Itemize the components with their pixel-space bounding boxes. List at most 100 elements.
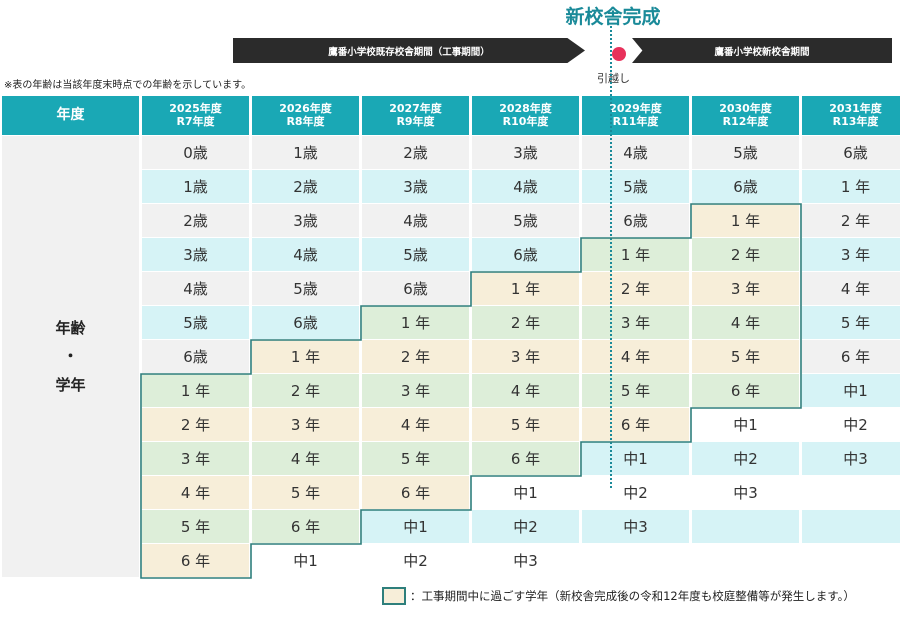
table-cell: 4歳 [252, 238, 359, 271]
age-grade-label-line1: 年齢 [55, 318, 86, 337]
existing-building-period-label: 鷹番小学校既存校舎期間（工事期間） [328, 46, 490, 58]
table-cell: 中1 [802, 374, 900, 407]
table-cell: 5 年 [142, 510, 249, 543]
header-reiwa: R11年度 [612, 114, 659, 128]
header-year: 2026年度 [279, 101, 332, 115]
table-cell: 中1 [582, 442, 689, 475]
age-note: ※表の年齢は当該年度末時点での年齢を示しています。 [4, 80, 252, 91]
table-cell: 6 年 [362, 476, 469, 509]
table-cell: 2歳 [362, 136, 469, 169]
age-grade-label: 年齢・学年 [2, 136, 139, 577]
header-year: 2031年度 [829, 101, 882, 115]
move-marker-icon [612, 47, 626, 61]
header-reiwa: R10年度 [502, 114, 549, 128]
table-cell: 1 年 [472, 272, 579, 305]
age-grade-label-line3: 学年 [55, 375, 86, 394]
legend-swatch-icon [382, 587, 406, 605]
table-cell: 6歳 [142, 340, 249, 373]
header-col-5: 2029年度 R11年度 [582, 96, 689, 135]
table-cell: 5 年 [252, 476, 359, 509]
table-cell: 6 年 [692, 374, 799, 407]
table-cell: 4歳 [472, 170, 579, 203]
table-cell: 3歳 [252, 204, 359, 237]
header-reiwa: R12年度 [722, 114, 769, 128]
header-col-7: 2031年度 R13年度 [802, 96, 900, 135]
table-cell: 5歳 [362, 238, 469, 271]
table-cell: 4 年 [582, 340, 689, 373]
header-reiwa: R9年度 [396, 114, 435, 128]
table-cell: 4 年 [362, 408, 469, 441]
table-cell: 5歳 [252, 272, 359, 305]
table-cell: 6歳 [802, 136, 900, 169]
header-reiwa: R7年度 [176, 114, 215, 128]
table-cell [802, 510, 900, 543]
table-cell: 3 年 [582, 306, 689, 339]
table-cell: 中1 [252, 544, 359, 577]
table-cell: 5 年 [802, 306, 900, 339]
header-year: 2027年度 [389, 101, 442, 115]
table-cell: 6歳 [582, 204, 689, 237]
header-year: 2030年度 [719, 101, 772, 115]
table-cell: 3歳 [362, 170, 469, 203]
table-cell: 中2 [692, 442, 799, 475]
table-cell: 5歳 [692, 136, 799, 169]
table-cell: 中1 [472, 476, 579, 509]
table-cell: 中2 [362, 544, 469, 577]
table-cell: 2 年 [362, 340, 469, 373]
table-cell: 2歳 [142, 204, 249, 237]
table-cell: 3 年 [802, 238, 900, 271]
table-cell: 5 年 [362, 442, 469, 475]
existing-building-period-banner: 鷹番小学校既存校舎期間（工事期間） [233, 38, 585, 63]
table-cell: 3歳 [142, 238, 249, 271]
table-cell: 2 年 [252, 374, 359, 407]
table-cell: 2歳 [252, 170, 359, 203]
header-year-label: 年度 [2, 96, 139, 135]
table-cell: 中3 [582, 510, 689, 543]
completion-divider-line [610, 26, 612, 488]
table-cell: 6 年 [802, 340, 900, 373]
table-cell: 1 年 [252, 340, 359, 373]
table-cell: 4 年 [472, 374, 579, 407]
table-cell: 6歳 [362, 272, 469, 305]
table-cell: 6 年 [582, 408, 689, 441]
table-cell: 中2 [582, 476, 689, 509]
table-cell: 3 年 [692, 272, 799, 305]
header-col-3: 2027年度 R9年度 [362, 96, 469, 135]
table-cell: 中1 [362, 510, 469, 543]
table-cell: 3 年 [142, 442, 249, 475]
table-cell: 3 年 [362, 374, 469, 407]
legend: ：工事期間中に過ごす学年（新校舎完成後の令和12年度も校庭整備等が発生します。） [382, 587, 855, 605]
table-cell: 中1 [692, 408, 799, 441]
age-grade-label-line2: ・ [62, 347, 78, 366]
move-label: 引越し [597, 72, 630, 85]
table-cell: 中2 [472, 510, 579, 543]
table-cell: 6 年 [472, 442, 579, 475]
table-cell: 4 年 [802, 272, 900, 305]
table-cell: 中2 [802, 408, 900, 441]
legend-text: ：工事期間中に過ごす学年（新校舎完成後の令和12年度も校庭整備等が発生します。） [410, 589, 855, 603]
table-cell [692, 544, 799, 577]
table-cell: 中3 [692, 476, 799, 509]
table-cell: 5歳 [142, 306, 249, 339]
table-cell [692, 510, 799, 543]
table-cell [802, 544, 900, 577]
table-cell [582, 544, 689, 577]
header-reiwa: R8年度 [286, 114, 325, 128]
header-year-text: 年度 [56, 107, 85, 124]
new-building-period-banner: 鷹番小学校新校舎期間 [632, 38, 892, 63]
table-cell: 6 年 [252, 510, 359, 543]
header-col-2: 2026年度 R8年度 [252, 96, 359, 135]
table-cell: 6歳 [252, 306, 359, 339]
table-cell [802, 476, 900, 509]
table-cell: 1 年 [582, 238, 689, 271]
table-cell: 1 年 [802, 170, 900, 203]
table-cell: 4歳 [142, 272, 249, 305]
table-cell: 4歳 [362, 204, 469, 237]
table-cell: 3 年 [472, 340, 579, 373]
table-cell: 2 年 [802, 204, 900, 237]
table-cell: 4歳 [582, 136, 689, 169]
table-cell: 3 年 [252, 408, 359, 441]
table-cell: 1歳 [252, 136, 359, 169]
table-cell: 6歳 [692, 170, 799, 203]
table-cell: 5 年 [692, 340, 799, 373]
